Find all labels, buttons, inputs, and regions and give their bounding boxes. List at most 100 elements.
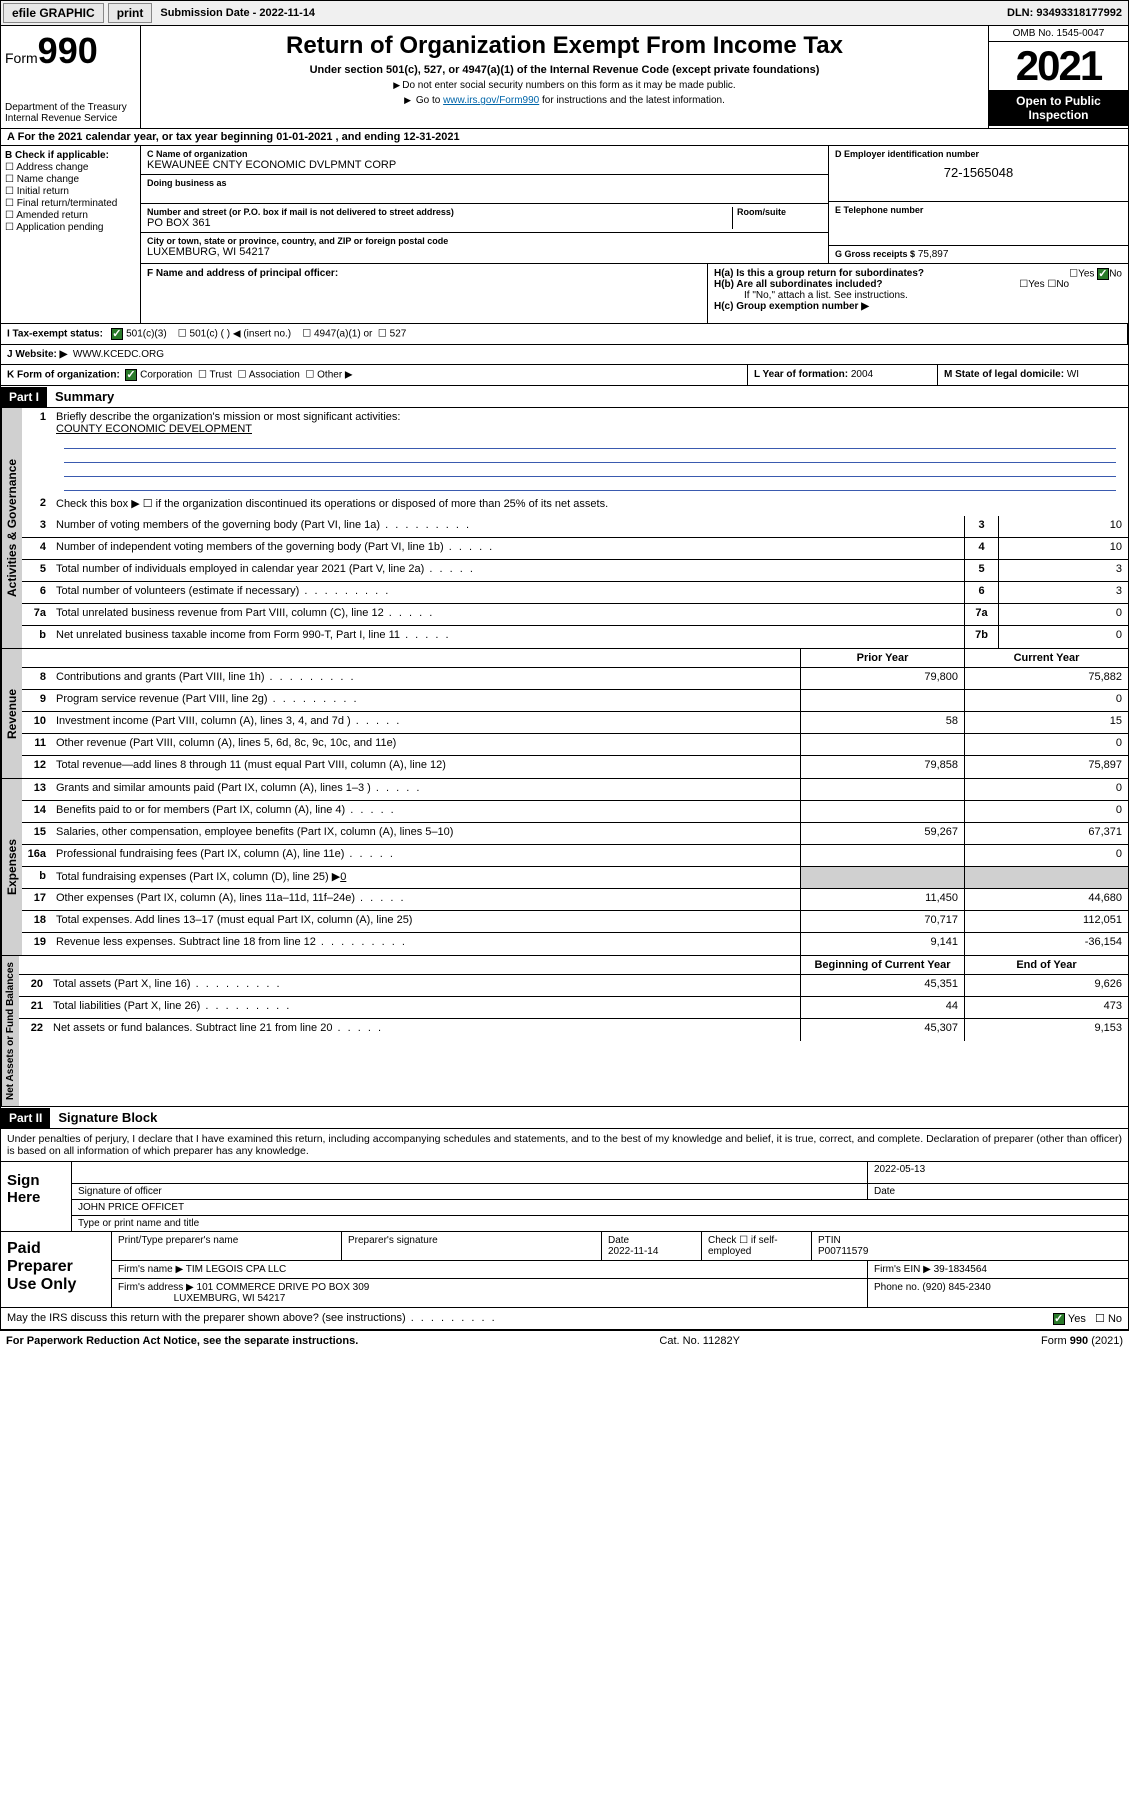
sig-officer-lbl: Signature of officer [72,1184,867,1199]
ein-lbl: D Employer identification number [835,149,1122,159]
hb-no: No [1056,279,1069,290]
box-f: F Name and address of principal officer: [141,264,708,323]
tax-period: A For the 2021 calendar year, or tax yea… [1,129,1128,146]
l7a-val: 0 [998,604,1128,625]
l-lbl: L Year of formation: [754,369,848,380]
chk-amended[interactable]: Amended return [5,210,136,221]
l6-text: Total number of volunteers (estimate if … [52,582,964,603]
l10-prior: 58 [800,712,964,733]
section-balances: Net Assets or Fund Balances Beginning of… [0,956,1129,1107]
section-governance: Activities & Governance 1 Briefly descri… [0,408,1129,649]
l20-end: 9,626 [964,975,1128,996]
part2-title: Signature Block [50,1107,165,1128]
l22-end: 9,153 [964,1019,1128,1041]
discuss-row: May the IRS discuss this return with the… [1,1307,1128,1329]
l5-text: Total number of individuals employed in … [52,560,964,581]
prep-h2: Preparer's signature [348,1235,438,1246]
chk-501c3[interactable] [111,328,123,340]
l1-text: Briefly describe the organization's miss… [56,411,400,423]
hdr-prior: Prior Year [800,649,964,667]
l1-val: COUNTY ECONOMIC DEVELOPMENT [56,423,252,435]
l6-val: 3 [998,582,1128,603]
l4-text: Number of independent voting members of … [52,538,964,559]
l18-text: Total expenses. Add lines 13–17 (must eq… [52,911,800,932]
prep-label: Paid Preparer Use Only [1,1232,111,1307]
city-val: LUXEMBURG, WI 54217 [147,246,270,258]
l16a-curr: 0 [964,845,1128,866]
l7b-val: 0 [998,626,1128,648]
form-id-block: Form990 Department of the Treasury Inter… [1,26,141,128]
l8-curr: 75,882 [964,668,1128,689]
part1-title: Summary [47,386,122,407]
form-number: 990 [38,30,98,71]
sig-declaration: Under penalties of perjury, I declare th… [1,1129,1128,1162]
prep-h1: Print/Type preparer's name [118,1235,238,1246]
ha-no-check[interactable] [1097,268,1109,280]
print-button[interactable]: print [108,3,153,23]
i-o4: 527 [390,329,407,340]
l19-text: Revenue less expenses. Subtract line 18 … [52,933,800,955]
dln: DLN: 93493318177992 [1001,5,1128,21]
l14-text: Benefits paid to or for members (Part IX… [52,801,800,822]
k-o2: Trust [210,370,232,381]
city-cell: City or town, state or province, country… [141,233,828,261]
l19-curr: -36,154 [964,933,1128,955]
l18-prior: 70,717 [800,911,964,932]
k-lbl: K Form of organization: [7,370,120,381]
ein-lbl2: Firm's EIN ▶ [874,1264,931,1275]
l14-curr: 0 [964,801,1128,822]
l16a-prior [800,845,964,866]
prep-h5: PTIN [818,1235,841,1246]
chk-corp[interactable] [125,369,137,381]
l7b-text: Net unrelated business taxable income fr… [52,626,964,648]
part1-bar: Part I Summary [0,386,1129,408]
l14-prior [800,801,964,822]
part2-bar: Part II Signature Block [0,1107,1129,1129]
year-block: OMB No. 1545-0047 2021 Open to Public In… [988,26,1128,128]
hb-yes: Yes [1028,279,1044,290]
note2-pre: Go to [416,95,443,106]
tab-balances: Net Assets or Fund Balances [1,956,19,1106]
entity-block: A For the 2021 calendar year, or tax yea… [0,129,1129,386]
tab-expenses: Expenses [1,779,22,955]
tax-year: 2021 [989,42,1128,90]
dba-lbl: Doing business as [147,178,822,188]
discuss-yes-check[interactable] [1053,1313,1065,1325]
firm-phone: (920) 845-2340 [922,1282,990,1293]
chk-initial-return[interactable]: Initial return [5,186,136,197]
ein-cell: D Employer identification number 72-1565… [829,146,1128,202]
firm-phone-lbl: Phone no. [874,1282,920,1293]
prep-ptin: P00711579 [818,1246,868,1257]
sig-name-lbl: Type or print name and title [72,1216,1128,1231]
l7a-text: Total unrelated business revenue from Pa… [52,604,964,625]
chk-name-change[interactable]: Name change [5,174,136,185]
form-title-block: Return of Organization Exempt From Incom… [141,26,988,128]
l16b-curr [964,867,1128,888]
l13-curr: 0 [964,779,1128,800]
chk-pending[interactable]: Application pending [5,222,136,233]
subdate-lbl: Submission Date - [160,7,259,19]
hdr-begin: Beginning of Current Year [800,956,964,974]
l16b-text: Total fundraising expenses (Part IX, col… [56,871,340,883]
m-lbl: M State of legal domicile: [944,369,1064,380]
l3-val: 10 [998,516,1128,537]
part2-hdr: Part II [1,1108,50,1128]
prep-h4: Check ☐ if self-employed [708,1235,778,1257]
ha-yes: Yes [1078,269,1094,280]
omb-number: OMB No. 1545-0047 [989,26,1128,42]
l8-prior: 79,800 [800,668,964,689]
i-lbl: I Tax-exempt status: [7,329,103,340]
footer-left: For Paperwork Reduction Act Notice, see … [6,1335,358,1347]
l13-prior [800,779,964,800]
open-public-badge: Open to Public Inspection [989,90,1128,126]
l11-text: Other revenue (Part VIII, column (A), li… [52,734,800,755]
k-o4: Other ▶ [317,370,352,381]
chk-final-return[interactable]: Final return/terminated [5,198,136,209]
gross-val: 75,897 [918,249,949,260]
irs-link[interactable]: www.irs.gov/Form990 [443,95,539,106]
prep-h3: Date [608,1235,629,1246]
l17-text: Other expenses (Part IX, column (A), lin… [52,889,800,910]
ssn-note: Do not enter social security numbers on … [151,80,978,91]
chk-address-change[interactable]: Address change [5,162,136,173]
page-footer: For Paperwork Reduction Act Notice, see … [0,1330,1129,1351]
